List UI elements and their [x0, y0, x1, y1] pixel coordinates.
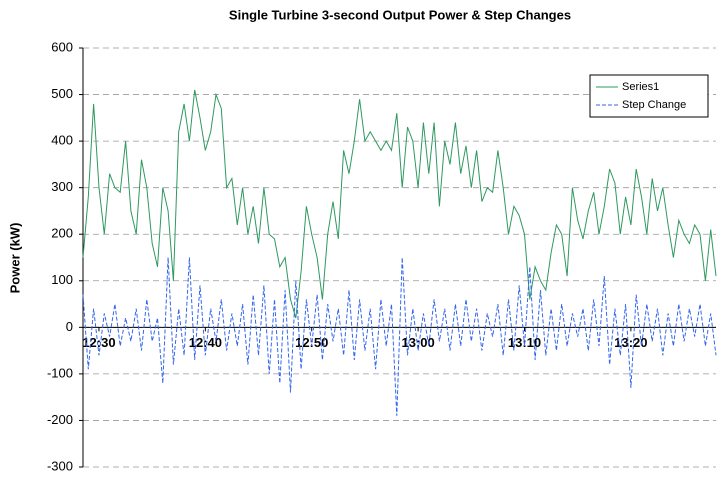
y-axis-label: Power (kW) [7, 223, 22, 294]
y-tick-label: 500 [51, 86, 73, 101]
y-tick-label: 300 [51, 179, 73, 194]
chart-title: Single Turbine 3-second Output Power & S… [229, 7, 571, 22]
y-tick-label: -100 [47, 365, 73, 380]
x-tick-label: 13:00 [401, 335, 434, 350]
y-tick-label: 200 [51, 226, 73, 241]
x-tick-label: 12:30 [82, 335, 115, 350]
legend-box [589, 74, 709, 118]
y-tick-label: 100 [51, 272, 73, 287]
y-tick-label: -200 [47, 412, 73, 427]
legend-label: Series1 [622, 81, 659, 93]
y-tick-label: 400 [51, 133, 73, 148]
y-tick-label: 600 [51, 39, 73, 54]
y-tick-label: 0 [66, 319, 73, 334]
x-tick-label: 12:40 [189, 335, 222, 350]
line-series [82, 89, 717, 319]
line-series [82, 257, 717, 416]
y-tick-label: -300 [47, 458, 73, 473]
x-tick-label: 13:20 [614, 335, 647, 350]
legend-label: Step Change [622, 99, 686, 111]
